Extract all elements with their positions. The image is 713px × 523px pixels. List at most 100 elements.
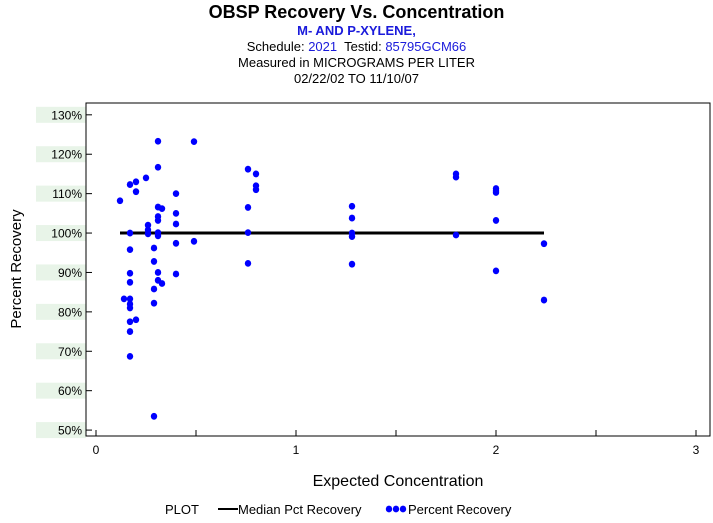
y-band — [36, 146, 86, 163]
data-point — [348, 233, 356, 240]
y-tick-label: 100% — [51, 227, 82, 241]
legend-point-swatch — [392, 505, 400, 513]
y-band — [36, 225, 86, 242]
y-axis: 50% 60% 70% 80% 90% 100% 110% 120% 130% — [51, 108, 92, 438]
data-point — [452, 173, 460, 181]
data-point — [150, 285, 158, 293]
data-point — [126, 246, 134, 253]
data-point — [244, 229, 252, 237]
y-band — [36, 264, 86, 281]
data-point — [116, 197, 124, 205]
data-point — [172, 220, 180, 228]
data-point — [172, 190, 180, 198]
data-point — [126, 295, 134, 303]
legend-point-swatch — [385, 505, 393, 513]
y-tick-label: 70% — [58, 345, 82, 359]
legend-label-median: Median Pct Recovery — [238, 502, 362, 517]
data-point — [348, 202, 356, 210]
legend-label-recovery: Percent Recovery — [408, 502, 512, 517]
data-point — [126, 304, 134, 312]
y-tick-label: 120% — [51, 148, 82, 162]
data-point — [154, 137, 162, 145]
y-band — [36, 382, 86, 399]
data-point — [172, 270, 180, 278]
testid-value: 85795GCM66 — [385, 39, 467, 54]
data-point — [132, 316, 140, 324]
data-point — [154, 269, 162, 276]
testid-label: Testid: — [344, 39, 382, 54]
legend: PLOT Median Pct Recovery Percent Recovery — [165, 502, 512, 517]
data-point — [190, 237, 198, 245]
data-point — [154, 232, 162, 240]
data-point — [154, 163, 162, 171]
data-point — [144, 230, 152, 238]
data-point — [492, 267, 500, 275]
x-tick-label: 2 — [493, 443, 500, 457]
data-point — [540, 240, 548, 248]
schedule-value: 2021 — [308, 39, 338, 54]
recovery-series — [116, 137, 548, 420]
data-point — [244, 204, 252, 211]
y-band — [36, 343, 86, 360]
analyte-name: M- AND P-XYLENE, — [297, 23, 416, 38]
data-point — [144, 221, 152, 229]
legend-point-swatch — [399, 505, 407, 513]
data-point — [120, 295, 128, 303]
x-tick-label: 1 — [293, 443, 300, 457]
data-point — [158, 205, 166, 213]
data-point — [158, 280, 166, 287]
data-point — [244, 165, 252, 173]
data-point — [244, 259, 252, 267]
x-axis-label: Expected Concentration — [313, 473, 484, 490]
y-tick-label: 130% — [51, 108, 82, 122]
data-point — [132, 178, 140, 186]
y-axis-label: Percent Recovery — [8, 209, 25, 329]
y-tick-label: 60% — [58, 384, 82, 398]
data-point — [252, 186, 260, 194]
data-point — [150, 412, 158, 420]
schedule-line: Schedule: 2021 Testid: 85795GCM66 — [0, 39, 713, 54]
data-point — [154, 217, 162, 224]
y-band — [36, 185, 86, 202]
data-point — [126, 229, 134, 237]
data-point — [126, 328, 134, 335]
plot-frame — [85, 102, 711, 437]
data-point — [126, 318, 134, 326]
x-axis: 0 1 2 3 — [93, 430, 700, 457]
data-point — [492, 189, 500, 196]
chart-title: OBSP Recovery Vs. Concentration — [208, 2, 505, 22]
data-point — [252, 170, 260, 178]
y-tick-label: 90% — [58, 266, 82, 280]
data-point — [348, 214, 356, 222]
x-tick-label: 3 — [693, 443, 700, 457]
data-point — [492, 217, 500, 224]
y-band — [36, 303, 86, 320]
data-point — [150, 299, 158, 307]
y-tick-label: 80% — [58, 305, 82, 319]
data-point — [142, 174, 150, 182]
data-point — [126, 181, 134, 188]
y-tick-label: 50% — [58, 424, 82, 438]
legend-title: PLOT — [165, 502, 199, 517]
data-point — [540, 296, 548, 304]
data-point — [126, 269, 134, 277]
date-range: 02/22/02 TO 11/10/07 — [293, 71, 420, 86]
data-point — [172, 239, 180, 247]
data-point — [126, 278, 134, 286]
y-grid-bands — [36, 106, 86, 439]
data-point — [150, 258, 158, 265]
y-tick-label: 110% — [52, 187, 82, 201]
y-band — [36, 106, 86, 123]
measured-units: Measured in MICROGRAMS PER LITER — [238, 55, 475, 70]
data-point — [190, 138, 198, 146]
data-point — [452, 231, 460, 239]
data-point — [150, 244, 158, 252]
data-point — [348, 260, 356, 268]
y-band — [36, 422, 86, 439]
schedule-label: Schedule: — [246, 39, 305, 54]
data-point — [132, 188, 140, 196]
data-point — [126, 352, 134, 360]
x-tick-label: 0 — [93, 443, 100, 457]
data-point — [172, 209, 180, 217]
